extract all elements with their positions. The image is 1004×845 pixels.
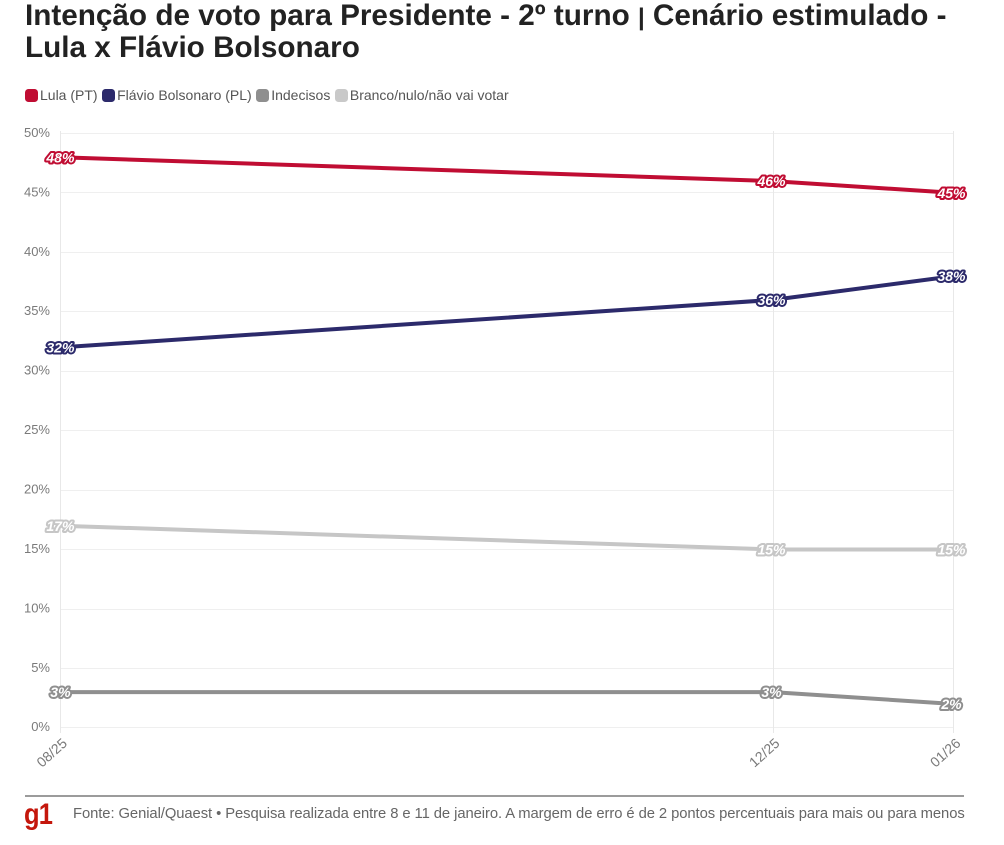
svg-text:3%: 3% <box>761 684 782 700</box>
svg-text:36%: 36% <box>757 292 786 308</box>
svg-text:45%: 45% <box>24 184 50 199</box>
svg-text:15%: 15% <box>757 542 786 558</box>
svg-text:12/25: 12/25 <box>746 735 783 770</box>
svg-text:3%: 3% <box>50 684 71 700</box>
svg-text:45%: 45% <box>936 185 966 201</box>
svg-text:25%: 25% <box>24 422 50 437</box>
svg-text:10%: 10% <box>24 600 50 615</box>
svg-text:35%: 35% <box>24 303 50 318</box>
svg-text:38%: 38% <box>937 268 966 284</box>
svg-text:30%: 30% <box>24 363 50 378</box>
svg-text:46%: 46% <box>756 173 786 189</box>
svg-text:40%: 40% <box>24 244 50 259</box>
svg-text:48%: 48% <box>45 149 75 165</box>
svg-text:32%: 32% <box>46 340 75 356</box>
svg-text:17%: 17% <box>46 518 75 534</box>
svg-text:15%: 15% <box>937 542 966 558</box>
svg-text:0%: 0% <box>31 719 50 734</box>
svg-text:2%: 2% <box>940 696 962 712</box>
svg-text:50%: 50% <box>24 125 50 140</box>
svg-text:08/25: 08/25 <box>33 735 70 770</box>
svg-text:20%: 20% <box>24 482 50 497</box>
svg-text:01/26: 01/26 <box>927 735 964 770</box>
svg-text:15%: 15% <box>24 541 50 556</box>
svg-text:5%: 5% <box>31 660 50 675</box>
